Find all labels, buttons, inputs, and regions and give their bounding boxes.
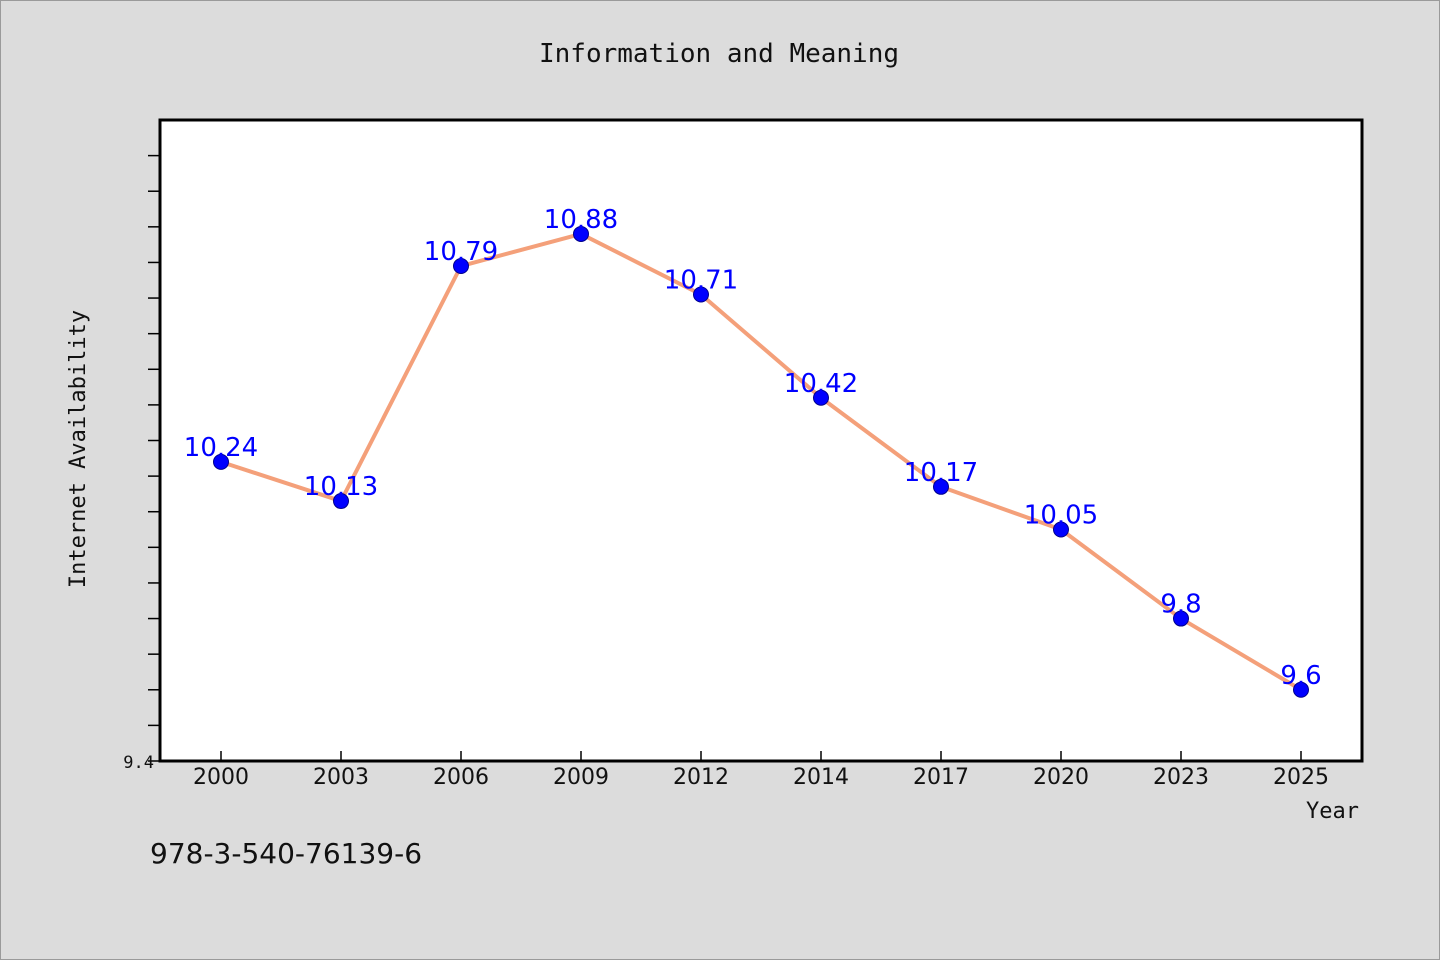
series-line [220, 231, 1303, 692]
data-label: 10.17 [904, 458, 978, 488]
data-point [333, 493, 349, 510]
y-axis-title: Internet Availability [66, 310, 91, 588]
x-tick-label: 2000 [193, 765, 249, 790]
data-point [453, 258, 469, 275]
data-label: 9.8 [1160, 590, 1201, 620]
x-tick-labels: 2000 2003 2006 2009 2012 2014 2017 2020 2023 2025 [193, 765, 1329, 790]
x-tick-label: 2009 [553, 765, 609, 790]
x-tick-label: 2020 [1033, 765, 1089, 790]
x-tick-label: 2017 [913, 765, 969, 790]
y-tick-label-min: 9.4 [123, 753, 154, 773]
data-point [1053, 521, 1069, 538]
plot-area [158, 118, 1364, 763]
data-point [813, 389, 829, 406]
data-label: 10.79 [424, 237, 498, 267]
data-label: 9.6 [1280, 661, 1321, 691]
isbn-text: 978-3-540-76139-6 [150, 837, 422, 870]
data-label: 10.42 [784, 369, 858, 399]
data-markers [213, 225, 1309, 698]
data-label: 10.05 [1024, 501, 1098, 531]
x-tick-label: 2023 [1153, 765, 1209, 790]
data-point [1173, 610, 1189, 627]
data-point [1293, 681, 1309, 698]
data-label: 10.13 [304, 472, 378, 502]
y-axis-ticks [148, 154, 160, 762]
x-axis-ticks [220, 751, 1302, 761]
x-axis-title: Year [1306, 799, 1359, 824]
data-labels: 10.24 10.13 10.79 10.88 10.71 10.42 10.17 10.05… [184, 205, 1322, 691]
data-point [573, 225, 589, 242]
chart-title: Information and Meaning [539, 39, 899, 69]
data-label: 10.88 [544, 205, 618, 235]
x-tick-label: 2012 [673, 765, 729, 790]
data-label: 10.24 [184, 433, 258, 463]
x-tick-label: 2003 [313, 765, 369, 790]
data-point [693, 286, 709, 303]
data-point [213, 453, 229, 470]
x-tick-label: 2025 [1273, 765, 1329, 790]
data-label: 10.71 [664, 265, 738, 295]
x-tick-label: 2014 [793, 765, 849, 790]
x-tick-label: 2006 [433, 765, 489, 790]
data-point [933, 478, 949, 495]
